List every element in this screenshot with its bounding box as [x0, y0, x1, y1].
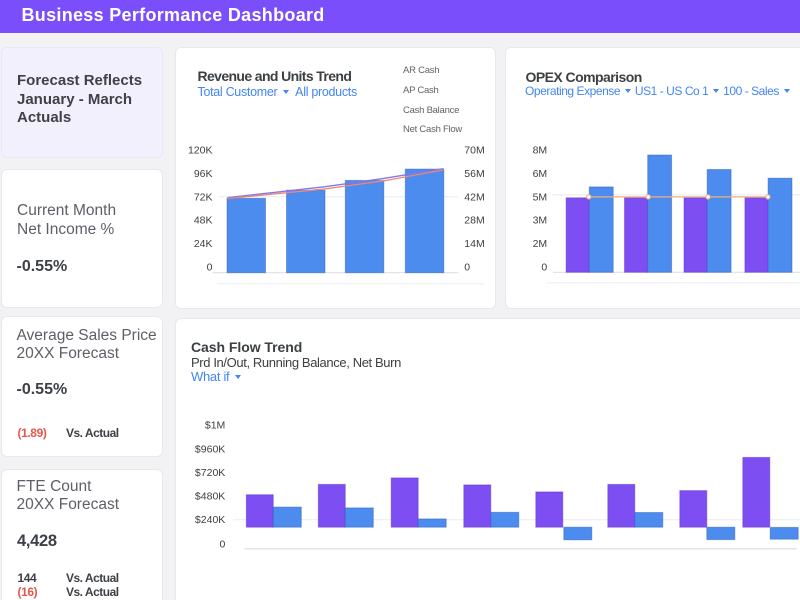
svg-text:5M: 5M: [533, 191, 548, 203]
svg-text:0: 0: [464, 262, 470, 274]
svg-text:48K: 48K: [194, 215, 213, 227]
svg-text:0: 0: [219, 539, 225, 551]
svg-text:24K: 24K: [194, 238, 213, 250]
svg-text:28M: 28M: [464, 215, 484, 227]
svg-text:0: 0: [541, 262, 547, 274]
svg-text:120K: 120K: [188, 145, 213, 157]
svg-text:0: 0: [207, 262, 213, 274]
svg-text:$720K: $720K: [195, 467, 225, 479]
svg-text:$240K: $240K: [195, 514, 225, 526]
svg-text:$960K: $960K: [195, 443, 225, 455]
svg-text:96K: 96K: [194, 168, 213, 180]
svg-text:56M: 56M: [464, 168, 484, 180]
svg-text:3M: 3M: [533, 215, 548, 227]
svg-text:8M: 8M: [533, 145, 548, 157]
svg-text:70M: 70M: [464, 145, 484, 157]
svg-text:$1M: $1M: [205, 420, 225, 432]
svg-text:$480K: $480K: [195, 491, 225, 503]
svg-text:2M: 2M: [533, 238, 548, 250]
svg-text:72K: 72K: [194, 191, 213, 203]
svg-text:42M: 42M: [464, 191, 484, 203]
svg-text:14M: 14M: [464, 238, 484, 250]
svg-text:6M: 6M: [533, 168, 548, 180]
